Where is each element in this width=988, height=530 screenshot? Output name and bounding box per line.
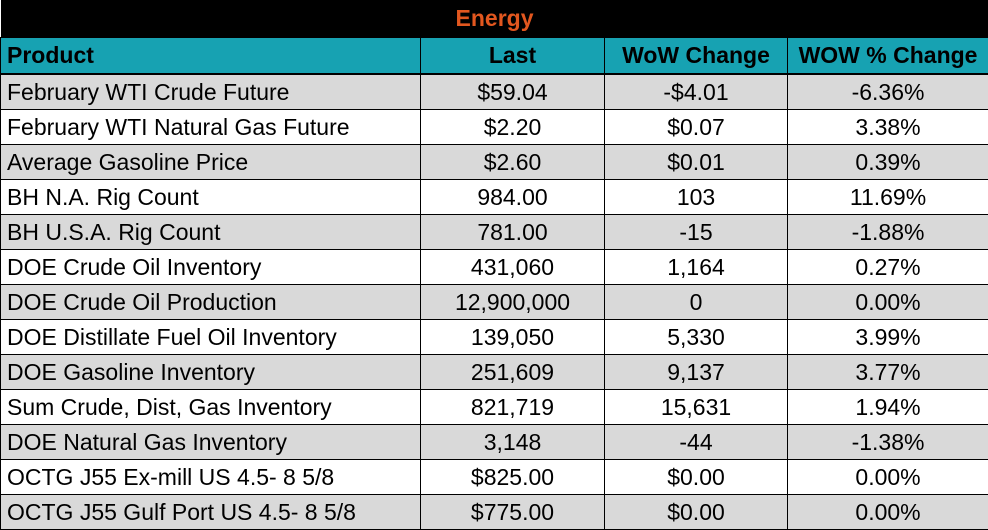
last-cell: 12,900,000 — [420, 284, 605, 320]
wow-pct-change-cell: 1.94% — [786, 389, 988, 425]
table-row: OCTG J55 Gulf Port US 4.5- 8 5/8 $775.00 $… — [0, 494, 988, 530]
wow-pct-change-cell: -1.88% — [786, 214, 988, 250]
wow-pct-change-cell: 0.00% — [786, 284, 988, 320]
wow-change-cell: 9,137 — [604, 354, 788, 390]
table-body: February WTI Crude Future $59.04 -$4.01 -6.… — [0, 74, 988, 530]
column-header-wow-pct-change: WOW % Change — [786, 37, 988, 75]
table-row: DOE Crude Oil Inventory 431,060 1,164 0.27% — [0, 249, 988, 285]
product-cell: DOE Crude Oil Production — [0, 284, 421, 320]
table-row: OCTG J55 Ex-mill US 4.5- 8 5/8 $825.00 $0.… — [0, 459, 988, 495]
wow-change-cell: $0.01 — [604, 144, 788, 180]
product-cell: OCTG J55 Gulf Port US 4.5- 8 5/8 — [0, 494, 421, 530]
wow-change-cell: $0.00 — [604, 459, 788, 495]
wow-change-cell: 5,330 — [604, 319, 788, 355]
wow-change-cell: 15,631 — [604, 389, 788, 425]
table-row: DOE Natural Gas Inventory 3,148 -44 -1.38% — [0, 424, 988, 460]
wow-change-cell: -$4.01 — [604, 74, 788, 110]
last-cell: 3,148 — [420, 424, 605, 460]
table-row: February WTI Crude Future $59.04 -$4.01 -6.… — [0, 74, 988, 110]
table-header-row: Product Last WoW Change WOW % Change — [0, 37, 988, 75]
product-cell: DOE Gasoline Inventory — [0, 354, 421, 390]
column-header-product: Product — [0, 37, 421, 75]
table-title: Energy — [0, 0, 988, 38]
table-row: Average Gasoline Price $2.60 $0.01 0.39% — [0, 144, 988, 180]
last-cell: 431,060 — [420, 249, 605, 285]
last-cell: $825.00 — [420, 459, 605, 495]
wow-pct-change-cell: 0.00% — [786, 459, 988, 495]
table-row: BH N.A. Rig Count 984.00 103 11.69% — [0, 179, 988, 215]
wow-pct-change-cell: 0.39% — [786, 144, 988, 180]
product-cell: OCTG J55 Ex-mill US 4.5- 8 5/8 — [0, 459, 421, 495]
table-title-row: Energy — [0, 0, 988, 38]
product-cell: February WTI Crude Future — [0, 74, 421, 110]
wow-pct-change-cell: 11.69% — [786, 179, 988, 215]
column-header-last: Last — [420, 37, 605, 75]
table-row: DOE Distillate Fuel Oil Inventory 139,050… — [0, 319, 988, 355]
last-cell: 139,050 — [420, 319, 605, 355]
table-row: DOE Crude Oil Production 12,900,000 0 0.00% — [0, 284, 988, 320]
product-cell: BH U.S.A. Rig Count — [0, 214, 421, 250]
last-cell: $2.20 — [420, 109, 605, 145]
table-row: February WTI Natural Gas Future $2.20 $0.0… — [0, 109, 988, 145]
wow-change-cell: $0.00 — [604, 494, 788, 530]
wow-change-cell: 103 — [604, 179, 788, 215]
table-row: Sum Crude, Dist, Gas Inventory 821,719 15,… — [0, 389, 988, 425]
wow-pct-change-cell: 0.27% — [786, 249, 988, 285]
wow-pct-change-cell: 3.38% — [786, 109, 988, 145]
product-cell: BH N.A. Rig Count — [0, 179, 421, 215]
wow-pct-change-cell: 3.77% — [786, 354, 988, 390]
wow-pct-change-cell: -6.36% — [786, 74, 988, 110]
last-cell: $59.04 — [420, 74, 605, 110]
wow-pct-change-cell: 0.00% — [786, 494, 988, 530]
last-cell: 821,719 — [420, 389, 605, 425]
product-cell: February WTI Natural Gas Future — [0, 109, 421, 145]
table-row: BH U.S.A. Rig Count 781.00 -15 -1.88% — [0, 214, 988, 250]
wow-change-cell: $0.07 — [604, 109, 788, 145]
wow-change-cell: 1,164 — [604, 249, 788, 285]
product-cell: DOE Crude Oil Inventory — [0, 249, 421, 285]
last-cell: $2.60 — [420, 144, 605, 180]
last-cell: $775.00 — [420, 494, 605, 530]
table-row: DOE Gasoline Inventory 251,609 9,137 3.77% — [0, 354, 988, 390]
product-cell: DOE Natural Gas Inventory — [0, 424, 421, 460]
wow-change-cell: -15 — [604, 214, 788, 250]
wow-change-cell: 0 — [604, 284, 788, 320]
last-cell: 781.00 — [420, 214, 605, 250]
wow-pct-change-cell: -1.38% — [786, 424, 988, 460]
last-cell: 984.00 — [420, 179, 605, 215]
product-cell: DOE Distillate Fuel Oil Inventory — [0, 319, 421, 355]
product-cell: Sum Crude, Dist, Gas Inventory — [0, 389, 421, 425]
column-header-wow-change: WoW Change — [604, 37, 788, 75]
wow-change-cell: -44 — [604, 424, 788, 460]
product-cell: Average Gasoline Price — [0, 144, 421, 180]
last-cell: 251,609 — [420, 354, 605, 390]
wow-pct-change-cell: 3.99% — [786, 319, 988, 355]
